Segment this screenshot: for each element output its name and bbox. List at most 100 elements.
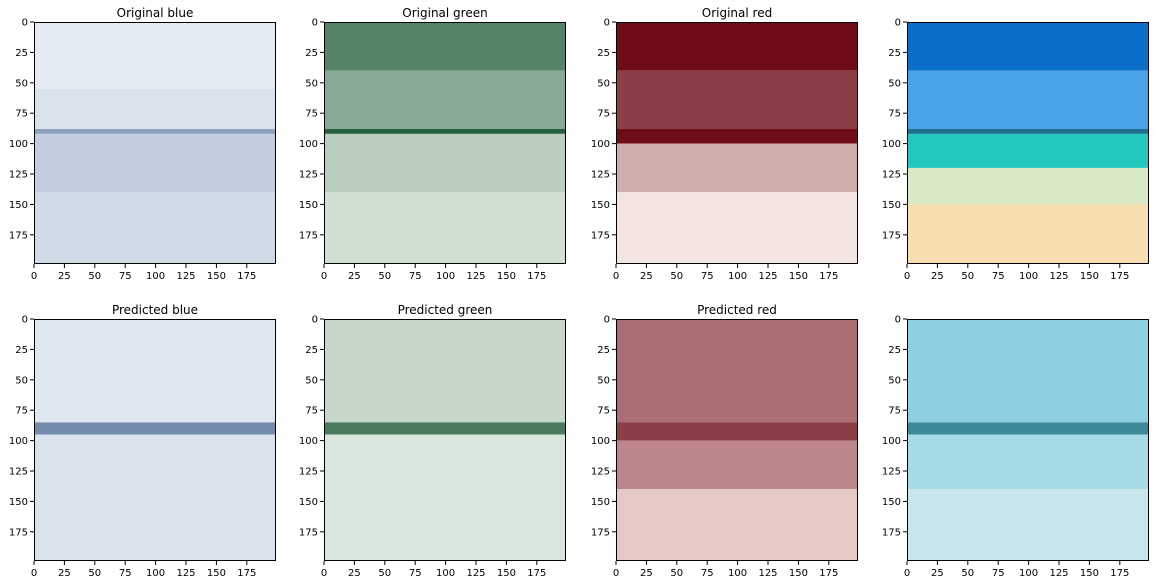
image-band-2 [616,70,858,130]
axes-frame [324,22,566,264]
x-tick-label: 150 [207,271,226,282]
y-tick-label: 25 [15,345,28,356]
panel-2: 0 25 50 75 100 125 150 175 0 25 50 75 100 125 150 175 Or… [299,6,566,282]
y-tick-label: 75 [888,109,901,120]
y-tick-label: 25 [888,345,901,356]
x-tick-label: 125 [758,271,777,282]
y-tick-label: 175 [882,527,901,538]
x-tick-label: 125 [1049,271,1068,282]
y-tick-label: 125 [9,170,28,181]
x-tick-label: 150 [207,568,226,579]
x-tick-label: 150 [1080,568,1099,579]
image-band-1 [616,319,858,423]
y-tick-label: 50 [15,78,28,89]
x-tick-label: 125 [176,271,195,282]
x-tick-label: 125 [466,271,485,282]
y-tick-label: 25 [888,48,901,59]
panel-title: Predicted blue [112,303,198,317]
image-band-1 [907,22,1149,71]
image-band-4 [616,489,858,561]
panel-8: 0 25 50 75 100 125 150 175 0 25 50 75 100 125 150 175 [882,315,1149,579]
axes-frame [616,22,858,264]
y-tick-label: 50 [597,375,610,386]
y-tick-label: 100 [591,436,610,447]
image-band-1 [616,22,858,71]
image-band-3 [616,440,858,490]
x-tick-label: 100 [1019,271,1038,282]
y-tick-label: 175 [591,230,610,241]
panel-title: Original red [702,6,772,20]
x-tick-label: 50 [378,271,391,282]
x-tick-label: 75 [992,568,1005,579]
y-tick-label: 50 [305,78,318,89]
x-tick-label: 75 [701,568,714,579]
x-tick-label: 50 [670,271,683,282]
x-tick-label: 125 [758,568,777,579]
axes-frame [34,319,276,561]
x-tick-label: 175 [527,568,546,579]
x-tick-label: 50 [88,568,101,579]
y-tick-label: 75 [15,406,28,417]
image-band-2 [34,422,276,435]
y-tick-label: 100 [591,139,610,150]
image-band-6 [907,204,1149,264]
image-band-3 [907,129,1149,134]
y-tick-label: 150 [299,497,318,508]
x-tick-label: 125 [1049,568,1068,579]
image-band-4 [34,133,276,193]
panel-1: 0 25 50 75 100 125 150 175 0 25 50 75 100 125 150 175 Or… [9,6,276,282]
panel-3: 0 25 50 75 100 125 150 175 0 25 50 75 100 125 150 175 Or… [591,6,858,282]
y-tick-label: 0 [312,315,318,326]
y-tick-label: 175 [299,230,318,241]
x-tick-label: 75 [119,271,132,282]
x-tick-label: 0 [904,568,910,579]
y-tick-label: 100 [882,139,901,150]
x-tick-label: 50 [670,568,683,579]
y-tick-label: 150 [9,497,28,508]
y-tick-label: 175 [591,527,610,538]
image-band-3 [324,434,566,561]
x-tick-label: 100 [728,568,747,579]
y-tick-label: 75 [15,109,28,120]
y-tick-label: 125 [299,170,318,181]
image-band-2 [324,422,566,435]
x-tick-label: 0 [904,271,910,282]
panel-6: 0 25 50 75 100 125 150 175 0 25 50 75 100 125 150 175 Pr… [299,303,566,579]
x-tick-label: 125 [176,568,195,579]
image-band-4 [324,133,566,193]
y-tick-label: 125 [9,467,28,478]
x-tick-label: 150 [789,568,808,579]
x-tick-label: 100 [146,271,165,282]
x-tick-label: 25 [348,271,361,282]
image-band-4 [616,143,858,193]
image-band-2 [34,88,276,130]
x-tick-label: 100 [436,271,455,282]
x-tick-label: 0 [31,271,37,282]
panel-title: Original blue [117,6,194,20]
x-tick-label: 125 [466,568,485,579]
y-tick-label: 0 [604,18,610,29]
image-band-1 [907,319,1149,423]
x-tick-label: 25 [931,568,944,579]
y-tick-label: 75 [597,109,610,120]
x-tick-label: 75 [409,271,422,282]
image-band-3 [34,129,276,134]
axes-frame [616,319,858,561]
image-band-1 [324,319,566,423]
x-tick-label: 25 [348,568,361,579]
y-tick-label: 150 [299,200,318,211]
y-tick-label: 125 [591,467,610,478]
x-tick-label: 50 [378,568,391,579]
x-tick-label: 0 [321,568,327,579]
y-tick-label: 0 [604,315,610,326]
x-tick-label: 0 [613,568,619,579]
x-tick-label: 150 [1080,271,1099,282]
x-tick-label: 0 [613,271,619,282]
panel-7: 0 25 50 75 100 125 150 175 0 25 50 75 100 125 150 175 Pr… [591,303,858,579]
y-tick-label: 100 [882,436,901,447]
y-tick-label: 50 [305,375,318,386]
x-tick-label: 175 [527,271,546,282]
image-band-3 [907,434,1149,490]
panel-5: 0 25 50 75 100 125 150 175 0 25 50 75 100 125 150 175 Pr… [9,303,276,579]
x-tick-label: 25 [58,568,71,579]
